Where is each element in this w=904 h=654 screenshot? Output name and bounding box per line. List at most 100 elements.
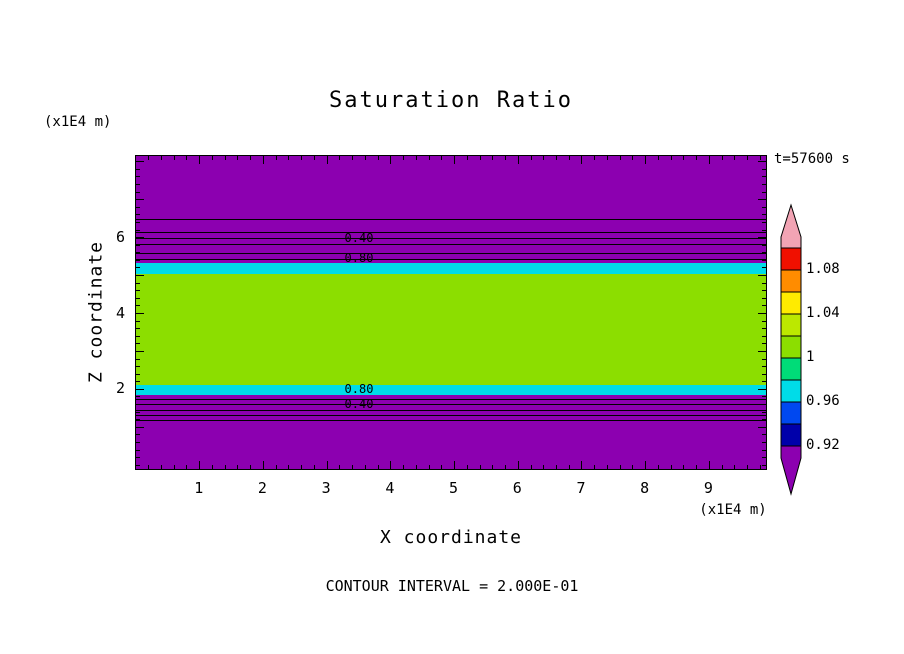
axis-tick: [301, 465, 303, 469]
x-tick-label: 8: [640, 479, 650, 497]
axis-tick: [136, 404, 140, 406]
axis-tick: [762, 373, 766, 375]
colorbar-segment: [780, 269, 802, 293]
axis-tick: [762, 244, 766, 246]
axis-tick: [136, 350, 144, 352]
contour-line: [136, 409, 766, 411]
axis-tick: [136, 366, 140, 368]
axis-tick: [762, 328, 766, 330]
time-annotation: t=57600 s: [774, 151, 850, 167]
axis-tick: [543, 465, 545, 469]
contour-band: [136, 273, 766, 385]
axis-tick: [173, 465, 175, 469]
axis-tick: [762, 214, 766, 216]
axis-tick: [762, 366, 766, 368]
contour-label: 0.80: [344, 251, 374, 266]
axis-tick: [136, 183, 140, 185]
axis-tick: [403, 156, 405, 160]
axis-tick: [696, 156, 698, 160]
axis-tick: [762, 305, 766, 307]
axis-tick: [568, 156, 570, 160]
axis-tick: [632, 465, 634, 469]
y-tick-label: 4: [115, 303, 125, 322]
axis-tick: [403, 465, 405, 469]
contour-label: 0.40: [344, 396, 374, 411]
axis-tick: [136, 358, 140, 360]
colorbar-segment: [780, 291, 802, 315]
axis-tick: [136, 259, 140, 261]
axis-tick: [313, 156, 315, 160]
axis-tick: [758, 199, 766, 201]
axis-tick: [186, 156, 188, 160]
axis-tick: [762, 252, 766, 254]
axis-tick: [136, 449, 140, 451]
axis-tick: [747, 156, 749, 160]
axis-tick: [136, 373, 140, 375]
axis-tick: [762, 434, 766, 436]
axis-tick: [415, 465, 417, 469]
axis-tick: [657, 156, 659, 160]
axis-tick: [326, 156, 328, 164]
axis-tick: [136, 320, 140, 322]
axis-tick: [762, 267, 766, 269]
colorbar-segment: [780, 203, 802, 249]
colorbar-segment: [780, 445, 802, 496]
axis-tick: [734, 156, 736, 160]
x-axis-unit-label: (x1E4 m): [699, 502, 767, 518]
axis-tick: [479, 156, 481, 160]
axis-tick: [758, 426, 766, 428]
contour-line: [136, 414, 766, 416]
x-tick-label: 4: [385, 479, 395, 497]
axis-tick: [594, 465, 596, 469]
axis-tick: [758, 313, 766, 314]
axis-tick: [619, 156, 621, 160]
axis-tick: [762, 411, 766, 413]
axis-tick: [441, 156, 443, 160]
colorbar-label: 1.04: [806, 305, 840, 321]
axis-tick: [136, 206, 140, 208]
contour-line: [136, 219, 766, 220]
axis-tick: [762, 259, 766, 261]
axis-tick: [136, 244, 140, 246]
axis-tick: [670, 465, 672, 469]
axis-tick: [237, 465, 239, 469]
contour-line: [136, 237, 766, 239]
axis-tick: [758, 388, 766, 390]
axis-tick: [160, 465, 162, 469]
axis-tick: [762, 297, 766, 299]
colorbar: [780, 203, 802, 496]
axis-tick: [148, 465, 150, 469]
axis-tick: [606, 156, 608, 160]
y-tick-label: 2: [115, 379, 125, 398]
axis-tick: [136, 176, 140, 178]
axis-tick: [762, 320, 766, 322]
axis-tick: [505, 465, 507, 469]
y-axis-unit-label: (x1E4 m): [44, 114, 112, 130]
axis-tick: [762, 206, 766, 208]
axis-tick: [224, 465, 226, 469]
axis-tick: [136, 457, 140, 459]
contour-line: [136, 244, 766, 246]
x-axis-title: X coordinate: [379, 527, 523, 548]
axis-tick: [352, 156, 354, 160]
contour-line: [136, 231, 766, 233]
axis-tick: [136, 252, 140, 254]
axis-tick: [606, 465, 608, 469]
axis-tick: [762, 221, 766, 223]
axis-tick: [762, 343, 766, 345]
axis-tick: [594, 156, 596, 160]
axis-tick: [136, 229, 140, 231]
axis-tick: [288, 465, 290, 469]
y-tick-label: 6: [115, 227, 125, 246]
axis-tick: [505, 156, 507, 160]
axis-tick: [759, 465, 761, 469]
axis-tick: [645, 156, 647, 164]
axis-tick: [762, 449, 766, 451]
x-tick-label: 1: [194, 479, 204, 497]
colorbar-label: 1: [806, 349, 815, 365]
axis-tick: [747, 465, 749, 469]
axis-tick: [762, 396, 766, 398]
axis-tick: [136, 411, 140, 413]
axis-tick: [683, 156, 685, 160]
